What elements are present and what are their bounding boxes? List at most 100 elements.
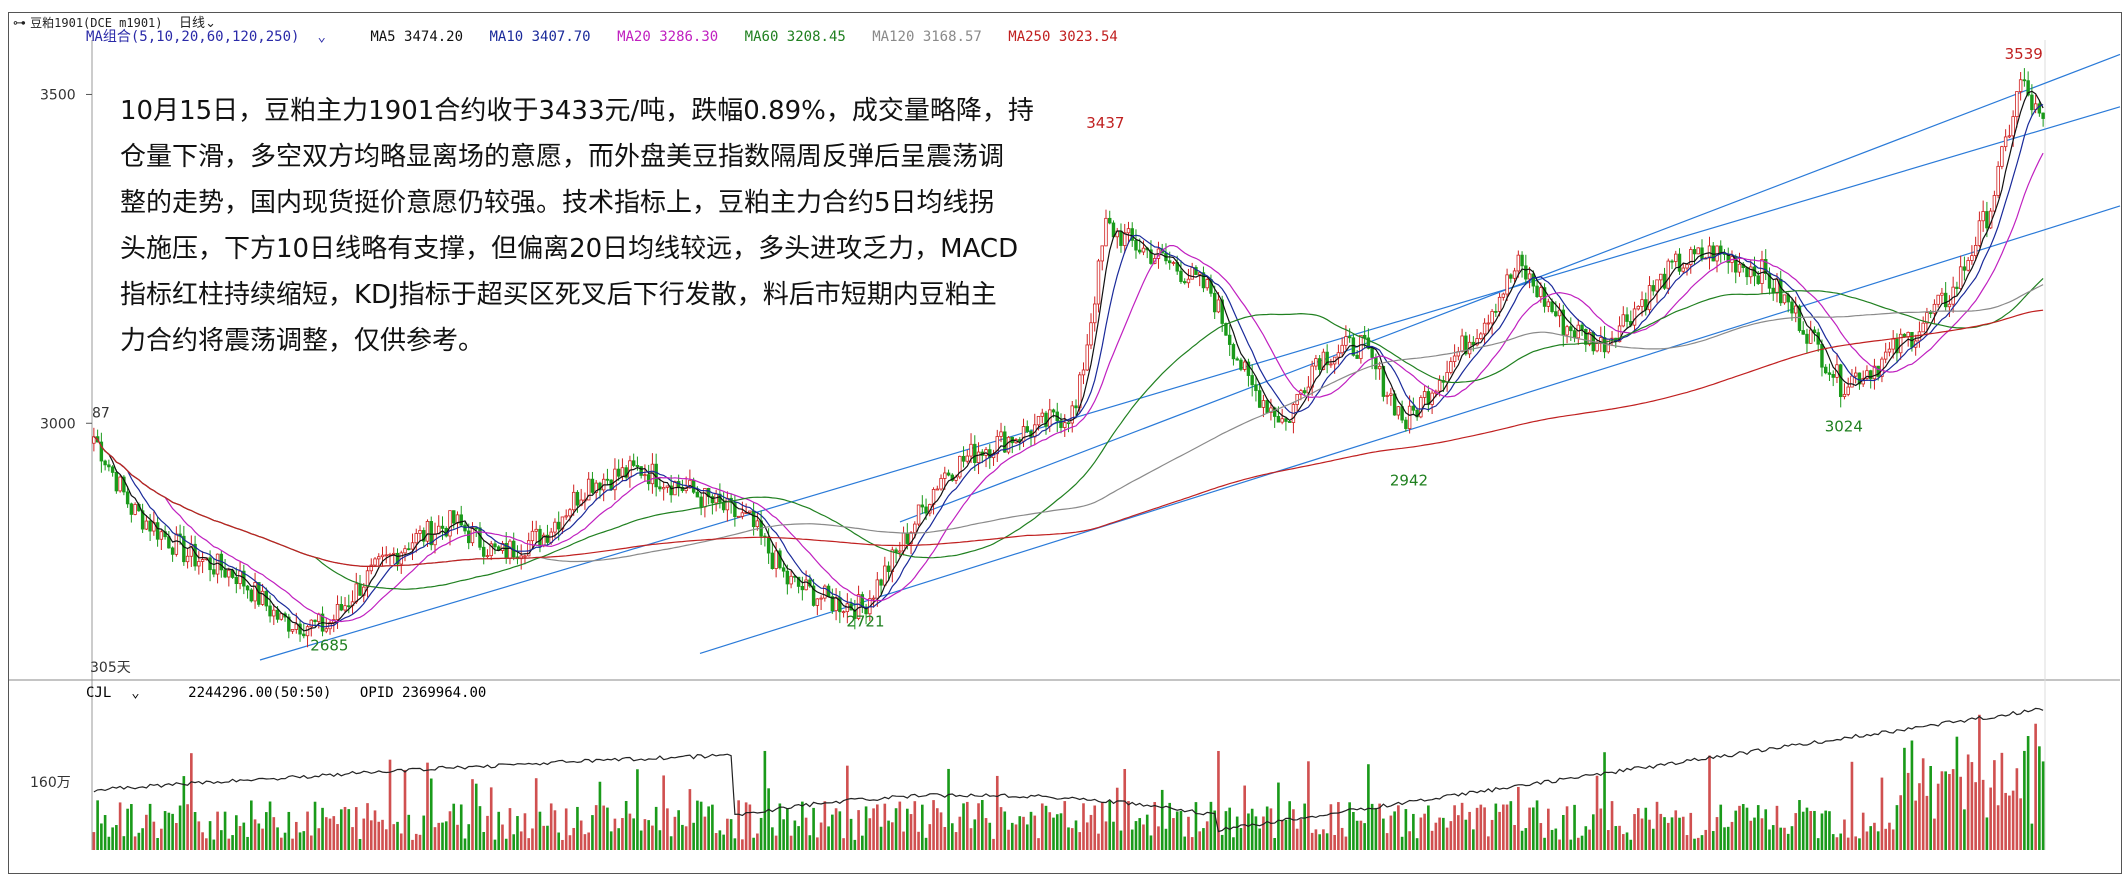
volume-bar (1265, 806, 1269, 850)
volume-bar (1547, 808, 1550, 850)
candle-body (2007, 135, 2012, 138)
volume-bar (699, 801, 703, 850)
candle-body (1449, 361, 1453, 373)
volume-bar (849, 818, 853, 850)
volume-bar (321, 807, 324, 850)
candle-body (1479, 333, 1483, 339)
period-selector[interactable]: 日线⌄ (179, 16, 216, 31)
volume-bar (1689, 812, 1693, 850)
volume-bar (1430, 830, 1434, 850)
price-annotation: 3437 (1086, 114, 1124, 132)
ma-combo-selector[interactable]: MA组合(5,10,20,60,120,250) ⌄ (86, 29, 326, 45)
volume-bar (1014, 824, 1018, 850)
candle-body (628, 460, 632, 478)
volume-bar (793, 820, 797, 850)
candle-body (571, 491, 576, 511)
volume-bar (1344, 836, 1348, 850)
candle-body (1973, 245, 1978, 256)
volume-bar (651, 825, 654, 850)
candle-body (646, 474, 651, 485)
symbol-label: 豆粕1901(DCE m1901) (30, 16, 163, 30)
candle-body (1868, 370, 1873, 380)
volume-bar (2034, 723, 2037, 850)
volume-bar (527, 838, 531, 850)
candle-body (1171, 262, 1176, 264)
volume-bar (924, 837, 928, 850)
volume-bar (988, 822, 992, 850)
volume-bar (1460, 802, 1464, 850)
volume-bar (489, 787, 493, 850)
candle-body (1876, 365, 1880, 377)
volume-bar (1464, 819, 1468, 850)
candle-body (1625, 314, 1629, 322)
volume-bar (609, 831, 613, 850)
volume-bar (1625, 832, 1629, 850)
volume-bar (1352, 812, 1355, 850)
volume-bar (411, 839, 414, 850)
volume-bar (156, 837, 159, 850)
candle-body (369, 564, 373, 572)
candle-body (1550, 301, 1554, 313)
volume-bar (471, 779, 474, 850)
volume-bar (257, 823, 261, 850)
volume-bar (1318, 834, 1321, 850)
chevron-down-icon: ⌄ (205, 16, 216, 31)
volume-bar (1779, 827, 1783, 850)
volume-bar (789, 835, 793, 850)
candle-body (875, 579, 880, 599)
volume-bar (549, 803, 553, 850)
candle-body (958, 455, 962, 478)
volume-bar (797, 826, 800, 850)
days-label: 305天 (90, 660, 131, 676)
candle-body (819, 597, 823, 600)
candle-body (886, 565, 891, 572)
volume-bar (669, 836, 673, 850)
candle-body (1689, 249, 1693, 265)
volume-bar (1202, 828, 1205, 850)
volume-bar (1715, 817, 1719, 850)
candle-body (1707, 245, 1712, 259)
volume-bar (857, 810, 860, 850)
candle-body (2041, 112, 2045, 119)
volume-bar (1130, 829, 1134, 850)
candle-body (133, 504, 137, 515)
chain-icon: ⊶ (13, 16, 26, 31)
volume-bar (538, 811, 542, 850)
volume-bar (602, 805, 605, 850)
volume-bar (744, 802, 748, 850)
volume-bar (823, 801, 827, 850)
volume-bar (2026, 736, 2030, 850)
candle-body (1779, 278, 1783, 304)
volume-bar (1520, 830, 1524, 850)
candle-body (894, 549, 898, 553)
volume-bar (962, 803, 965, 850)
price-annotation: 2721 (846, 613, 884, 631)
candle-body (1782, 294, 1787, 304)
candle-body (1617, 325, 1622, 343)
volume-bar (1100, 802, 1104, 850)
chevron-down-icon: ⌄ (317, 29, 326, 45)
volume-bar (1891, 829, 1895, 850)
candle-body (1475, 338, 1479, 346)
volume-bar (512, 834, 516, 850)
volume-bar (1599, 808, 1603, 850)
ma20-value: MA20 3286.30 (617, 29, 719, 45)
commentary-line: 力合约将震荡调整，仅供参考。 (120, 326, 485, 356)
volume-bar (126, 808, 129, 850)
candle-body (553, 521, 557, 533)
volume-bar (343, 806, 347, 850)
volume-bar (561, 839, 564, 850)
volume-bar (2038, 746, 2041, 850)
volume-bar (1093, 805, 1097, 850)
volume-bar (1235, 816, 1239, 850)
volume-bar (1483, 807, 1486, 850)
volume-bar (351, 827, 354, 850)
volume-bar (279, 837, 283, 850)
volume-bar (950, 823, 954, 850)
volume-bar (932, 800, 935, 850)
cjl-selector[interactable]: CJL ⌄ (86, 685, 140, 701)
volume-bar (1453, 805, 1456, 850)
candle-body (185, 555, 190, 563)
volume-bar (662, 775, 665, 850)
volume-bar (1273, 837, 1276, 850)
